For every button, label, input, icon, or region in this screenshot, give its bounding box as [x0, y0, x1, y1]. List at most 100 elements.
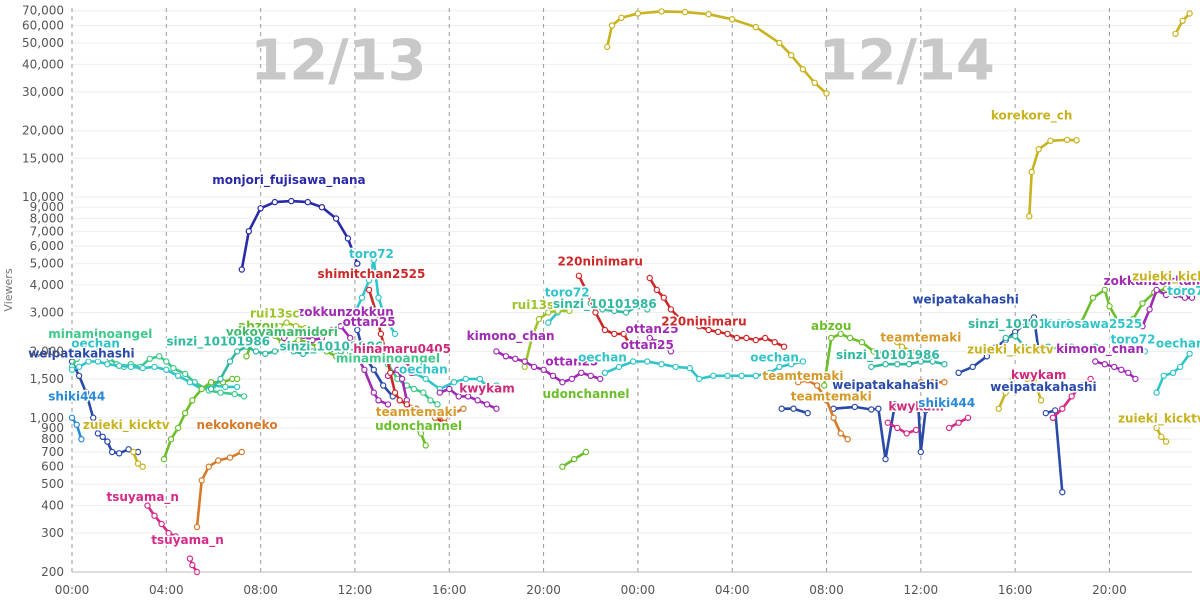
series-point [969, 363, 976, 371]
series-point [172, 533, 179, 540]
series-point [139, 463, 146, 470]
series-point [80, 350, 88, 357]
series-point [1153, 389, 1160, 396]
series-point [370, 366, 377, 373]
series-point [512, 355, 519, 362]
series-point [1028, 168, 1035, 176]
series-point [549, 372, 557, 379]
series-line [1044, 409, 1064, 494]
series-point [905, 353, 913, 360]
series-point [1188, 294, 1196, 301]
series-point [422, 442, 429, 449]
series-point [776, 363, 783, 371]
series-point [226, 358, 234, 365]
x-tick-label: 08:00 [243, 583, 278, 597]
series-point [1073, 137, 1080, 144]
series-point [403, 358, 410, 365]
series-label: zokkunzokkun [297, 305, 394, 319]
series-point [894, 424, 901, 432]
series-point [724, 330, 731, 338]
series-point [1030, 314, 1038, 321]
series-line [603, 360, 805, 381]
series-point [804, 377, 811, 384]
series-point [729, 16, 736, 23]
series-point [1172, 30, 1179, 37]
series-line [886, 421, 918, 435]
y-tick-label: 4,000 [30, 278, 64, 292]
series-point [882, 455, 889, 463]
series-point [450, 409, 458, 417]
y-tick-label: 200 [41, 565, 64, 579]
series-point [912, 426, 920, 434]
series-point [240, 393, 248, 400]
series-point [106, 355, 113, 362]
series-point [361, 353, 368, 360]
series-point [851, 403, 859, 411]
series-label: oechan [578, 350, 627, 364]
series-point [804, 409, 811, 417]
series-point [1115, 319, 1123, 326]
series-label: sinzi_10101986 [968, 317, 1072, 332]
series-point [837, 330, 844, 338]
series-label: kwykam [1011, 368, 1066, 382]
x-tick-label: 16:00 [998, 583, 1033, 597]
series-label: oechan [750, 350, 799, 364]
series-point [1092, 343, 1099, 350]
series-point [165, 529, 172, 537]
x-tick-label: 20:00 [1092, 583, 1127, 597]
series-point [101, 351, 109, 358]
series-point [354, 326, 361, 334]
x-tick-label: 12:00 [338, 583, 373, 597]
series-point [155, 353, 163, 360]
series-label: udonchannel [375, 419, 462, 433]
series-point [611, 330, 618, 338]
series-label: tsuyama_n [106, 490, 179, 505]
series-point [1153, 286, 1160, 294]
series-point [540, 366, 547, 373]
series-point [370, 256, 377, 263]
series-layer [68, 8, 1196, 576]
series-point [1118, 366, 1125, 373]
series-point [601, 326, 609, 334]
series-point [450, 379, 458, 386]
series-label: oechan [71, 337, 120, 351]
series-point [837, 430, 844, 437]
series-point [483, 401, 491, 408]
series-label: weipatakahashi [990, 380, 1096, 394]
series-point [672, 363, 679, 371]
series-point [653, 286, 661, 294]
series-point [929, 379, 936, 386]
series-point [431, 414, 439, 421]
series-point [601, 369, 609, 376]
series-point [823, 90, 830, 97]
series-point [398, 375, 406, 383]
series-point [87, 349, 95, 356]
series-point [828, 334, 835, 342]
series-point [391, 389, 399, 396]
series-line [70, 416, 83, 441]
series-point [587, 372, 594, 379]
y-tick-label: 70,000 [22, 4, 64, 18]
series-point [365, 277, 373, 284]
series-point [382, 348, 389, 355]
series-point [1172, 291, 1179, 299]
series-point [846, 334, 854, 342]
series-label: 220ninimaru [661, 314, 746, 328]
series-point [592, 309, 599, 316]
series-label: sinzi_10101986 [166, 334, 270, 349]
y-tick-label: 1,500 [30, 372, 64, 386]
series-point [1068, 393, 1075, 400]
series-point [377, 330, 385, 338]
series-point [281, 334, 288, 342]
series-point [115, 362, 123, 369]
series-point [238, 448, 245, 456]
series-point [373, 309, 380, 316]
series-point [233, 375, 241, 383]
series-point [318, 334, 326, 342]
series-point [144, 502, 151, 509]
series-point [1132, 375, 1139, 383]
series-point [226, 454, 234, 461]
series-point [983, 353, 991, 360]
series-point [160, 455, 168, 463]
